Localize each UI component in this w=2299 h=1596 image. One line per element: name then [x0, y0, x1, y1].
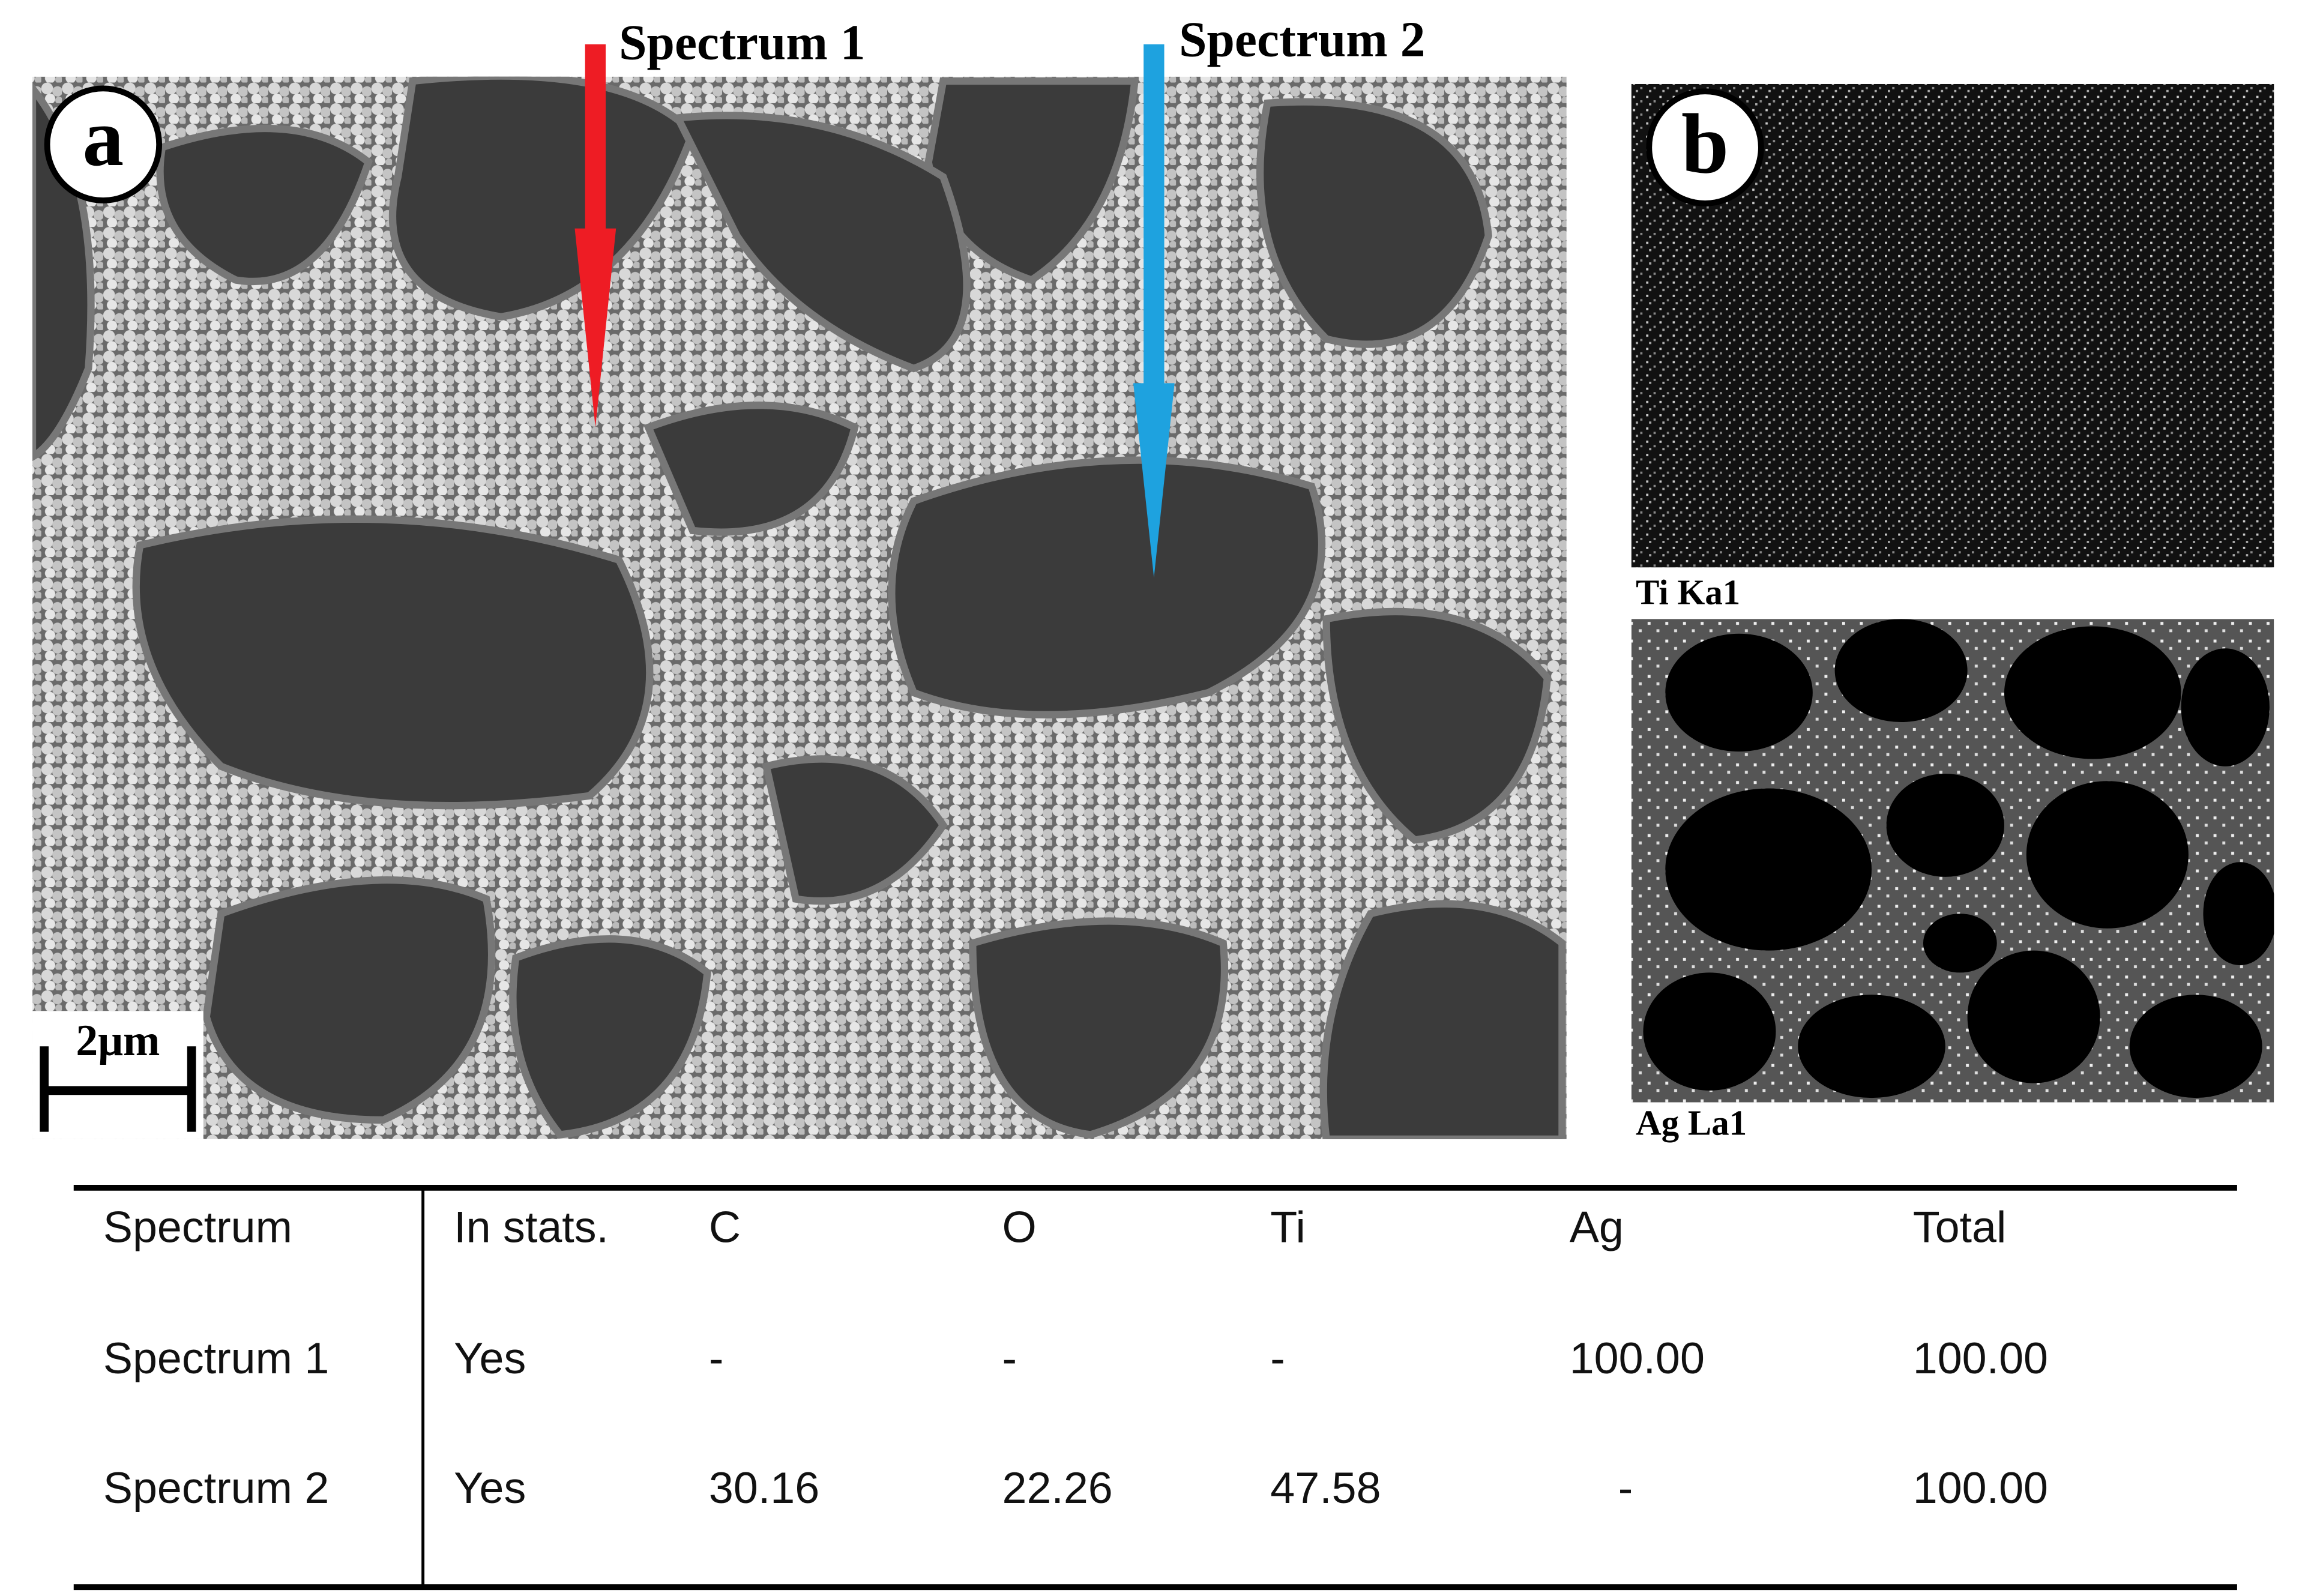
table-header: O — [1002, 1202, 1036, 1252]
table: Spectrum In stats. C O Ti Ag Total Spectrum 1 Ye… — [73, 1184, 2237, 1591]
table-header: Ag — [1570, 1202, 1624, 1252]
panel-badge — [44, 85, 163, 203]
arrow-spectrum-2 — [1133, 44, 1175, 578]
ag-dark-grains — [1643, 619, 2274, 1098]
table-header: C — [709, 1202, 741, 1252]
arrow-label: Spectrum 1 — [619, 15, 865, 70]
scale-label: 2μm — [76, 1016, 160, 1065]
table-cell: Yes — [454, 1463, 526, 1513]
table-header: Total — [1913, 1202, 2007, 1252]
table-header: Spectrum — [103, 1202, 292, 1252]
table-cell: 47.58 — [1270, 1463, 1381, 1513]
table-cell: - — [1002, 1333, 1017, 1383]
table-cell: 22.26 — [1002, 1463, 1112, 1513]
table-cell: Spectrum 2 — [103, 1463, 330, 1513]
sem-image — [32, 76, 1567, 1139]
panel-badge — [1646, 88, 1764, 206]
table-cell: - — [1618, 1463, 1633, 1513]
table-cell: Yes — [454, 1333, 526, 1383]
scale-line — [40, 1046, 196, 1132]
table-cell: - — [709, 1333, 724, 1383]
arrow-spectrum-1 — [574, 44, 616, 428]
table-cell: 100.00 — [1570, 1333, 1705, 1383]
table-cell: 30.16 — [709, 1463, 819, 1513]
table-cell: 100.00 — [1913, 1333, 2048, 1383]
table-header: Ti — [1270, 1202, 1306, 1252]
panel-label: b — [1681, 96, 1729, 191]
arrow-label: Spectrum 2 — [1179, 12, 1425, 67]
scale-bar: 2μm — [32, 1011, 203, 1139]
ag-map — [1631, 619, 2274, 1103]
map-label: Ag La1 — [1636, 1103, 1747, 1142]
table-cell: Spectrum 1 — [103, 1333, 330, 1383]
arrows: Spectrum 1 Spectrum 2 — [574, 12, 1425, 578]
map-label: Ti Ka1 — [1636, 573, 1740, 612]
table-header: In stats. — [454, 1202, 609, 1252]
panel-label: a — [82, 91, 124, 183]
table-cell: - — [1270, 1333, 1285, 1383]
table-cell: 100.00 — [1913, 1463, 2048, 1513]
scale-box — [32, 1011, 203, 1139]
